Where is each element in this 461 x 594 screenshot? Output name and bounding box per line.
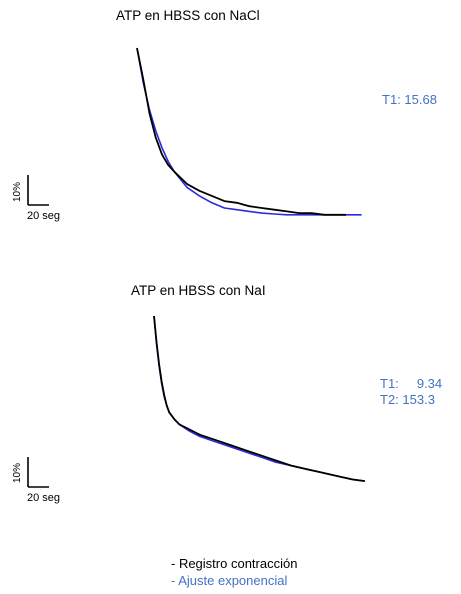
series-line-ajuste-panel1	[136, 47, 362, 216]
scale-bar-2	[27, 457, 49, 488]
scale-x-label-2: 20 seg	[27, 492, 61, 504]
chart-title-2: ATP en HBSS con NaI	[131, 283, 266, 298]
legend-record: - Registro contracción	[171, 556, 298, 571]
scale-x-label-1: 20 seg	[27, 210, 61, 222]
param-t1-panel2: T1: 9.34	[380, 376, 443, 391]
param-t2-panel2: T2: 153.3	[380, 392, 435, 407]
legend-fit: - Ajuste exponencial	[171, 573, 288, 588]
series-line-registro-panel2	[153, 315, 365, 482]
chart-title-1: ATP en HBSS con NaCl	[116, 8, 260, 23]
panel2-plot	[153, 315, 365, 482]
series-line-registro-panel1	[136, 47, 346, 216]
scale-bar-1	[27, 175, 49, 206]
param-t1-panel1: T1: 15.68	[382, 92, 437, 107]
panel1-plot	[136, 47, 362, 216]
series-line-ajuste-panel2	[153, 315, 365, 482]
